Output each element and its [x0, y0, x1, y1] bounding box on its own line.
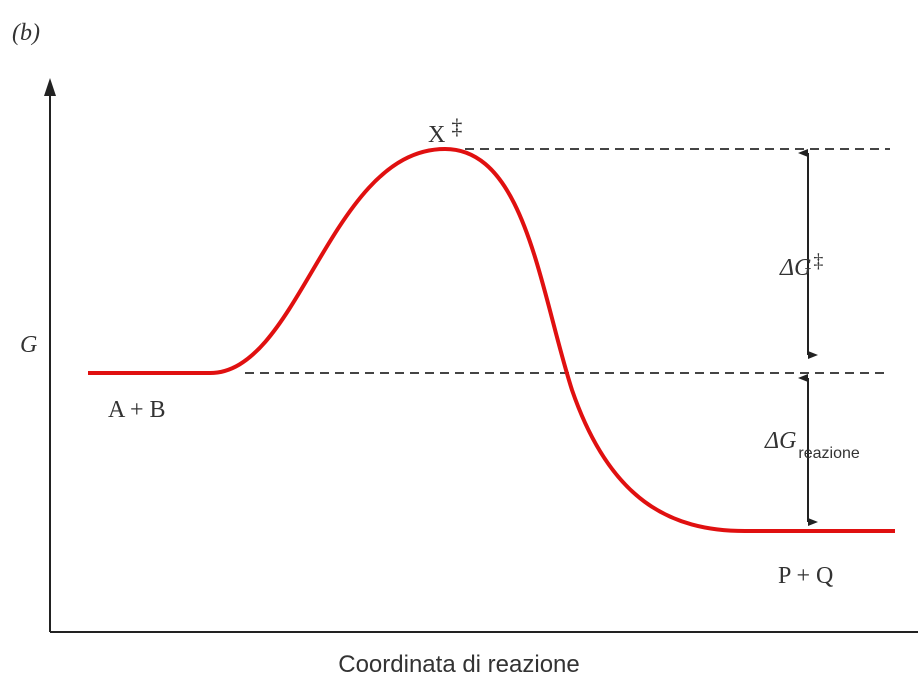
- transition-state-label: X ‡: [428, 114, 462, 148]
- activation-energy-label: ΔG ‡: [779, 250, 823, 281]
- panel-label: (b): [12, 20, 40, 46]
- transition-state-text: X: [428, 122, 445, 148]
- reaction-subscript: reazione: [798, 445, 859, 462]
- y-axis-arrow: [44, 78, 56, 96]
- reaction-energy-label: ΔG reazione: [764, 428, 860, 462]
- energy-curve: [88, 146, 895, 533]
- reactants-label: A + B: [108, 397, 166, 423]
- x-axis-label: Coordinata di reazione: [338, 651, 580, 678]
- transition-state-mark: ‡: [451, 114, 462, 139]
- activation-mark: ‡: [813, 250, 823, 272]
- products-label: P + Q: [778, 563, 833, 589]
- activation-symbol: ΔG: [779, 255, 811, 281]
- reaction-symbol: ΔG: [764, 428, 796, 454]
- y-axis-label: G: [20, 332, 37, 358]
